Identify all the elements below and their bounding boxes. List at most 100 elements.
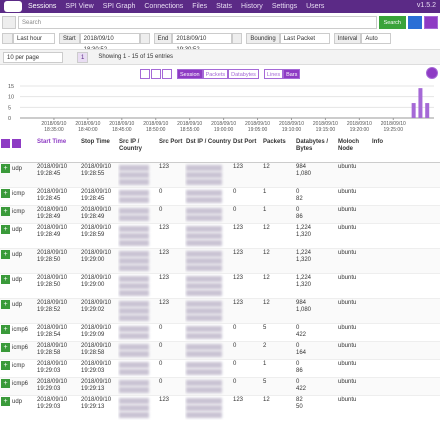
stop-time: 2018/09/10 19:29:13	[80, 395, 118, 420]
type-button[interactable]: Databytes	[228, 69, 259, 79]
dst-port: 123	[232, 298, 262, 324]
redacted	[186, 233, 222, 239]
column-header[interactable]: Dst Port	[232, 138, 262, 163]
nav-item[interactable]: Sessions	[28, 3, 57, 10]
paging-info: Showing 1 - 15 of 15 entries	[98, 54, 174, 60]
nav-item[interactable]: Settings	[271, 3, 298, 10]
expand-button[interactable]: +	[1, 207, 10, 216]
redacted	[119, 308, 150, 314]
expand-button[interactable]: +	[1, 397, 10, 406]
expand-button[interactable]: +	[1, 164, 10, 173]
packets: 12	[262, 248, 295, 274]
redacted	[186, 215, 222, 221]
expand-button[interactable]: +	[1, 343, 10, 352]
redacted	[186, 226, 222, 232]
protocol: udp	[12, 277, 23, 284]
start-input[interactable]: 2018/09/10 18:30:52	[79, 33, 140, 53]
expand-button[interactable]: +	[1, 300, 10, 309]
style-button[interactable]: Bars	[283, 69, 301, 79]
expand-button[interactable]: +	[1, 189, 10, 198]
column-header[interactable]: Dst IP / Country	[185, 138, 232, 163]
protocol-cell: + udp	[0, 248, 36, 274]
nav-item[interactable]: Files	[192, 3, 208, 10]
start-time: 2018/09/10 19:28:50	[36, 273, 80, 299]
info	[371, 341, 440, 360]
redacted	[186, 165, 222, 171]
view-button[interactable]	[408, 16, 422, 29]
graph-menu[interactable]	[426, 67, 438, 79]
column-header[interactable]: Packets	[262, 138, 295, 163]
databytes-cell: 0 82	[295, 187, 337, 206]
redacted	[186, 251, 222, 257]
redacted	[186, 258, 222, 264]
per-page[interactable]: 10 per page	[3, 51, 63, 63]
x-tick-label: 2018/09/10 19:15:00	[312, 121, 338, 133]
nav-items: Sessions SPI View SPI Graph Connections File…	[28, 3, 333, 10]
x-tick-label: 2018/09/10 19:00:00	[211, 121, 237, 133]
expand-button[interactable]: +	[1, 275, 10, 284]
header-row: Start Time Stop Time Src IP / Country Src P…	[0, 138, 440, 163]
expand-button[interactable]: +	[1, 379, 10, 388]
menu-button[interactable]	[424, 16, 438, 29]
column-header[interactable]: Info	[371, 138, 440, 163]
paging-row: 10 per page 1 Showing 1 - 15 of 15 entri…	[0, 49, 440, 65]
search-input[interactable]: Search	[18, 16, 377, 29]
src-ip	[118, 298, 158, 324]
nav-item[interactable]: Connections	[144, 3, 184, 10]
redacted	[119, 412, 150, 418]
expand-button[interactable]: +	[1, 361, 10, 370]
session-row: + icmp 2018/09/10 19:28:49 2018/09/10 19:28…	[0, 205, 440, 224]
session-row: + udp 2018/09/10 19:29:03 2018/09/10 19:29:…	[0, 395, 440, 420]
search-button[interactable]: Search	[378, 16, 406, 29]
column-header[interactable]: Stop Time	[80, 138, 118, 163]
interval-label: Interval	[333, 33, 362, 44]
expand-button[interactable]: +	[1, 225, 10, 234]
zoom-out[interactable]	[140, 69, 150, 79]
x-tick-label: 2018/09/10 18:45:00	[109, 121, 135, 133]
redacted	[186, 344, 222, 350]
session-row: + icmp 2018/09/10 19:28:45 2018/09/10 19:28…	[0, 187, 440, 206]
src-port: 123	[158, 162, 185, 188]
protocol: icmp6	[12, 345, 29, 352]
start-time: 2018/09/10 19:29:03	[36, 359, 80, 378]
page-number[interactable]: 1	[77, 51, 89, 63]
nav-item[interactable]: Users	[306, 3, 325, 10]
type-button[interactable]: Packets	[202, 69, 229, 79]
column-header[interactable]: Moloch Node	[337, 138, 371, 163]
range-select[interactable]: Last hour	[13, 33, 55, 44]
column-header[interactable]: Start Time	[36, 138, 80, 163]
nav-item[interactable]: SPI View	[65, 3, 94, 10]
x-tick-label: 2018/09/10 18:55:00	[177, 121, 203, 133]
protocol: icmp	[12, 191, 25, 198]
column-header[interactable]: Databytes / Bytes	[295, 138, 337, 163]
zoom-in[interactable]	[151, 69, 161, 79]
protocol-cell: + icmp6	[0, 323, 36, 342]
nav-item[interactable]: History	[241, 3, 263, 10]
expand-button[interactable]: +	[1, 250, 10, 259]
type-button[interactable]: Session	[177, 69, 203, 79]
bounding-select[interactable]: Last Packet	[279, 33, 330, 44]
src-port: 123	[158, 223, 185, 249]
databytes-cell: 1,224 1,320	[295, 223, 337, 249]
stop-time: 2018/09/10 19:29:00	[80, 248, 118, 274]
column-header[interactable]: Src IP / Country	[118, 138, 158, 163]
interval-select[interactable]: Auto	[361, 33, 392, 44]
dst-port: 123	[232, 248, 262, 274]
end-label: End	[153, 33, 173, 44]
x-tick-label: 2018/09/10 18:50:00	[143, 121, 169, 133]
src-port: 123	[158, 298, 185, 324]
src-port: 0	[158, 377, 185, 396]
nav-item[interactable]: Stats	[216, 3, 233, 10]
column-header[interactable]: Src Port	[158, 138, 185, 163]
style-button[interactable]: Lines	[263, 69, 284, 79]
nav-item[interactable]: SPI Graph	[102, 3, 136, 10]
bytes: 82	[296, 196, 303, 202]
node: ubuntu	[337, 298, 371, 324]
pan[interactable]	[162, 69, 172, 79]
bar	[425, 103, 430, 118]
start-time: 2018/09/10 19:28:45	[36, 162, 80, 188]
expand-button[interactable]: +	[1, 325, 10, 334]
packets: 12	[262, 273, 295, 299]
end-input[interactable]: 2018/09/10 19:30:52	[172, 33, 233, 53]
